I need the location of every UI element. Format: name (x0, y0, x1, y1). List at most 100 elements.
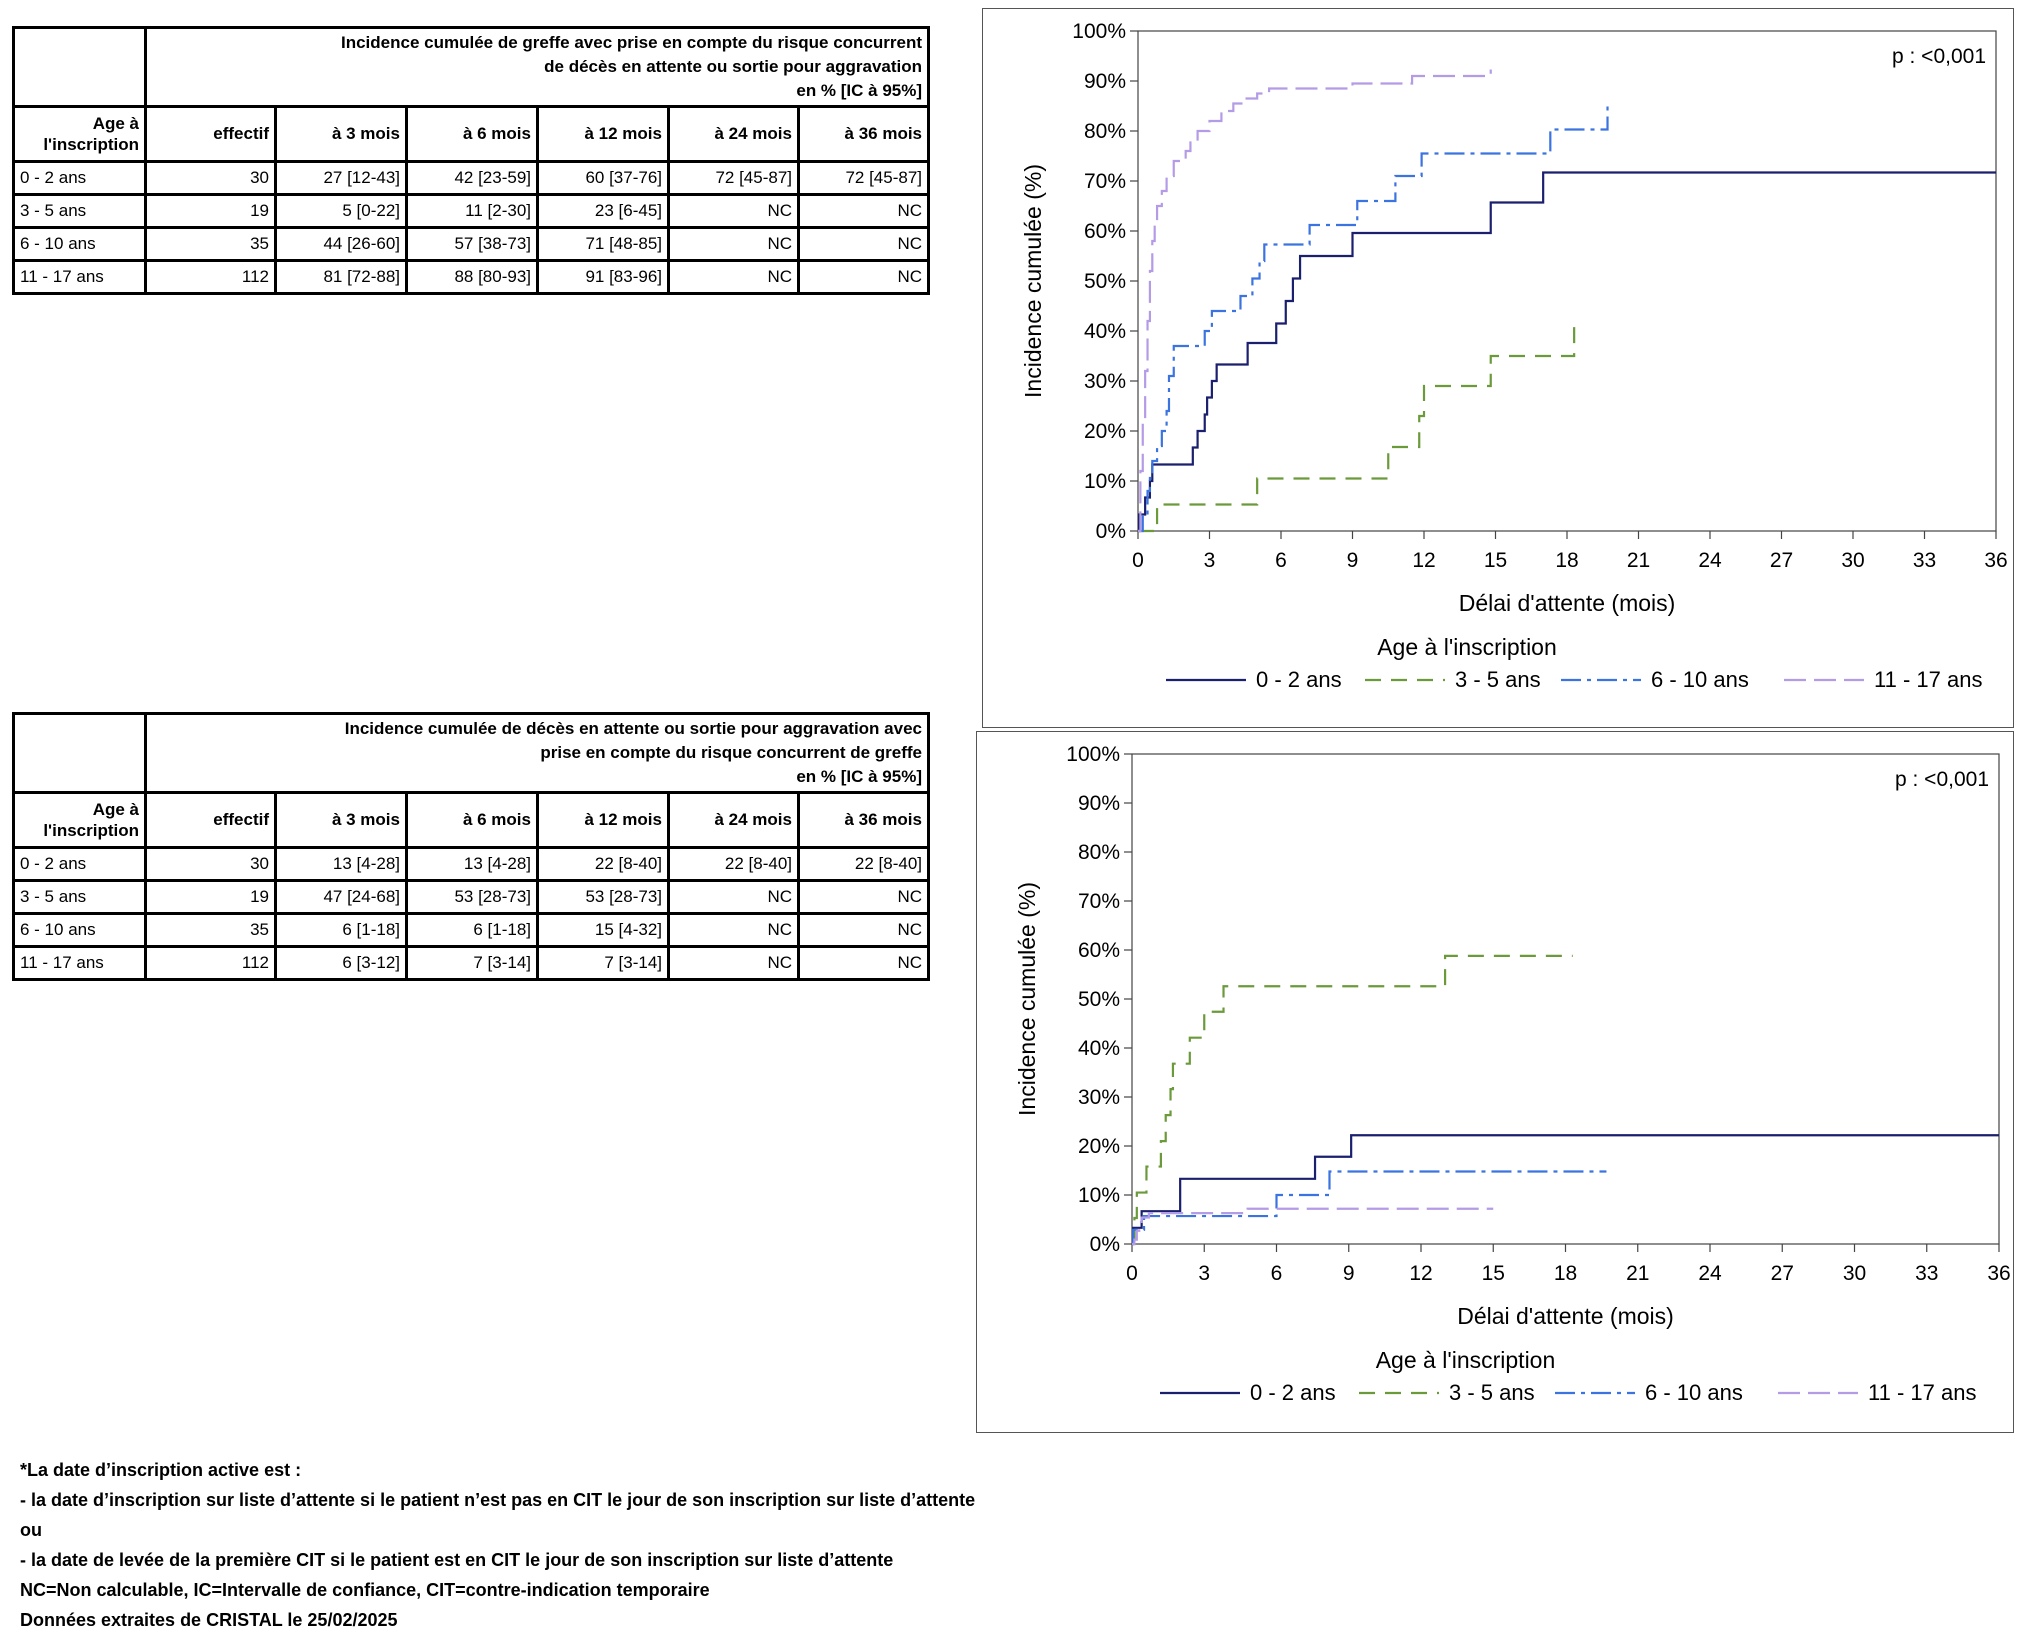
col-header: Age à l'inscription (12, 791, 147, 849)
series-line-2 (1132, 1170, 1607, 1246)
y-tick-label: 90% (1084, 70, 1126, 93)
table-cell: NC (667, 193, 800, 229)
col-header: à 24 mois (667, 105, 800, 163)
row-label: 11 - 17 ans (12, 259, 147, 295)
legend-label-2: 6 - 10 ans (1651, 667, 1749, 692)
y-tick-label: 20% (1084, 420, 1126, 443)
x-tick-label: 27 (1770, 549, 1793, 572)
col-header: à 24 mois (667, 791, 800, 849)
chart-transplant-incidence: 0%10%20%30%40%50%60%70%80%90%100%0 3 6 9 12 1… (1020, 20, 2008, 692)
table-cell: NC (667, 259, 800, 295)
table-cell: 6 [3-12] (274, 945, 408, 981)
table-cell: 22 [8-40] (797, 846, 930, 882)
y-tick-label: 40% (1084, 320, 1126, 343)
chart-death-incidence: 0%10%20%30%40%50%60%70%80%90%100%0 3 6 9 12 1… (1014, 743, 2011, 1405)
table-cell: 35 (144, 226, 277, 262)
y-tick-label: 100% (1072, 20, 1126, 43)
footnote-line: - la date d’inscription sur liste d’atte… (20, 1490, 976, 1510)
col-header: à 36 mois (796, 105, 931, 163)
footnotes: *La date d’inscription active est : - la… (20, 1455, 975, 1635)
table-row: 11 - 17 ans 112 81 [72-88] 88 [80-93] 91… (12, 259, 931, 295)
x-tick-label: 36 (1987, 1262, 2010, 1285)
legend-label-0: 0 - 2 ans (1250, 1380, 1336, 1405)
table-title-line: Incidence cumulée de greffe avec prise e… (341, 33, 923, 52)
x-tick-label: 15 (1484, 549, 1507, 572)
x-tick-label: 0 (1132, 549, 1144, 572)
table-cell: 112 (144, 945, 277, 981)
table-death-incidence: Incidence cumulée de décès en attente ou… (12, 712, 930, 981)
table-cell: 60 [37-76] (536, 160, 670, 196)
table-title-line: en % [IC à 95%] (796, 81, 923, 100)
footnote-line: - la date de levée de la première CIT si… (20, 1550, 894, 1570)
table-title-line: prise en compte du risque concurrent de … (540, 743, 922, 762)
series-line-1 (1138, 325, 1576, 533)
footnote-line: ou (20, 1520, 42, 1540)
y-tick-label: 60% (1084, 220, 1126, 243)
table-cell: 57 [38-73] (405, 226, 539, 262)
x-tick-label: 21 (1627, 549, 1650, 572)
table-row: 11 - 17 ans 112 6 [3-12] 7 [3-14] 7 [3-1… (12, 945, 930, 981)
table-cell: 71 [48-85] (536, 226, 670, 262)
x-tick-label: 33 (1913, 549, 1936, 572)
x-tick-label: 15 (1482, 1262, 1505, 1285)
col-header: à 12 mois (536, 791, 670, 849)
table-cell: 19 (144, 879, 277, 915)
table-cell: 15 [4-32] (536, 912, 670, 948)
x-tick-label: 30 (1841, 549, 1864, 572)
series-line-0 (1138, 171, 1996, 533)
footnote-line: *La date d’inscription active est : (20, 1460, 302, 1480)
x-tick-label: 33 (1915, 1262, 1938, 1285)
table-title: Incidence cumulée de greffe avec prise e… (143, 26, 931, 108)
row-label: 11 - 17 ans (12, 945, 147, 981)
table-cell: 47 [24-68] (274, 879, 408, 915)
table-cell: NC (796, 193, 931, 229)
row-label: 3 - 5 ans (12, 879, 147, 915)
x-tick-label: 36 (1984, 549, 2007, 572)
series-line-3 (1138, 69, 1492, 533)
x-tick-label: 24 (1698, 549, 1722, 572)
table-cell: 13 [4-28] (274, 846, 408, 882)
col-header: Age à l'inscription (12, 105, 147, 163)
legend-label-1: 3 - 5 ans (1449, 1380, 1535, 1405)
x-tick-label: 27 (1771, 1262, 1794, 1285)
x-tick-label: 0 (1126, 1262, 1138, 1285)
series-line-0 (1132, 1134, 1999, 1246)
table-cell: NC (797, 945, 930, 981)
table-cell: 35 (144, 912, 277, 948)
plot-area (1137, 30, 1997, 532)
legend-title: Age à l'inscription (1376, 1347, 1556, 1373)
table-cell: 7 [3-14] (405, 945, 539, 981)
table-cell: 5 [0-22] (274, 193, 408, 229)
col-header: à 12 mois (536, 105, 670, 163)
col-header: effectif (144, 791, 277, 849)
x-tick-label: 12 (1409, 1262, 1432, 1285)
legend-label-2: 6 - 10 ans (1645, 1380, 1743, 1405)
y-tick-label: 70% (1084, 170, 1126, 193)
p-value-annotation: p : <0,001 (1892, 45, 1986, 68)
table-cell: 53 [28-73] (536, 879, 670, 915)
table-title-line: en % [IC à 95%] (796, 767, 922, 786)
table-cell: 23 [6-45] (536, 193, 670, 229)
y-tick-label: 30% (1084, 370, 1126, 393)
series-line-3 (1132, 1207, 1494, 1246)
x-tick-label: 6 (1275, 549, 1287, 572)
legend-label-1: 3 - 5 ans (1455, 667, 1541, 692)
y-axis-label: Incidence cumulée (%) (1020, 164, 1046, 398)
x-axis-label: Délai d'attente (mois) (1457, 1303, 1674, 1329)
table-cell: 30 (144, 160, 277, 196)
x-axis-label: Délai d'attente (mois) (1459, 590, 1676, 616)
row-label: 3 - 5 ans (12, 193, 147, 229)
table-cell: NC (667, 226, 800, 262)
x-tick-label: 21 (1626, 1262, 1649, 1285)
x-tick-label: 24 (1698, 1262, 1722, 1285)
x-tick-label: 3 (1204, 549, 1216, 572)
legend-label-3: 11 - 17 ans (1874, 667, 1982, 692)
x-tick-label: 9 (1343, 1262, 1355, 1285)
y-tick-label: 40% (1078, 1037, 1120, 1060)
table-cell: 72 [45-87] (667, 160, 800, 196)
table-title-line: de décès en attente ou sortie pour aggra… (544, 57, 923, 76)
y-tick-label: 0% (1090, 1233, 1120, 1256)
footnote-line: NC=Non calculable, IC=Intervalle de conf… (20, 1580, 710, 1600)
table-cell: 112 (144, 259, 277, 295)
y-tick-label: 60% (1078, 939, 1120, 962)
